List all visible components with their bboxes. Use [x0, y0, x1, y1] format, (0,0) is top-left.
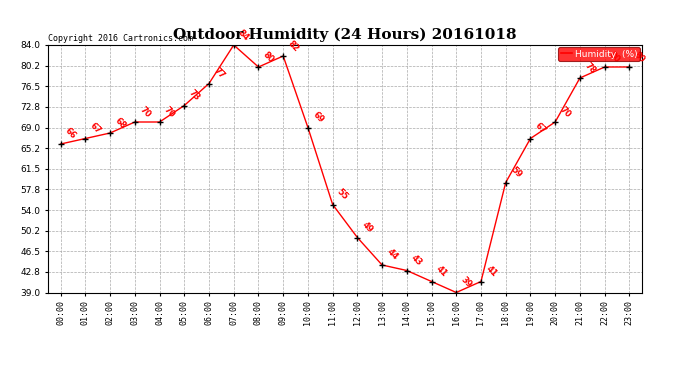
- Text: 43: 43: [410, 253, 424, 268]
- Text: 80: 80: [607, 50, 622, 64]
- Text: 77: 77: [212, 66, 226, 81]
- Text: 67: 67: [88, 121, 103, 136]
- Text: 49: 49: [360, 220, 375, 235]
- Legend: Humidity  (%): Humidity (%): [558, 47, 640, 61]
- Text: 44: 44: [385, 248, 400, 262]
- Title: Outdoor Humidity (24 Hours) 20161018: Outdoor Humidity (24 Hours) 20161018: [173, 28, 517, 42]
- Text: 59: 59: [509, 165, 523, 180]
- Text: 68: 68: [113, 116, 128, 130]
- Text: 55: 55: [335, 187, 350, 202]
- Text: Copyright 2016 Cartronics.com: Copyright 2016 Cartronics.com: [48, 33, 193, 42]
- Text: 80: 80: [262, 50, 276, 64]
- Text: 73: 73: [187, 88, 201, 103]
- Text: 39: 39: [459, 275, 473, 290]
- Text: 80: 80: [632, 50, 647, 64]
- Text: 82: 82: [286, 39, 301, 53]
- Text: 41: 41: [434, 264, 449, 279]
- Text: 70: 70: [162, 105, 177, 119]
- Text: 70: 70: [558, 105, 573, 119]
- Text: 67: 67: [533, 121, 548, 136]
- Text: 84: 84: [237, 28, 251, 42]
- Text: 66: 66: [63, 126, 78, 141]
- Text: 70: 70: [137, 105, 152, 119]
- Text: 41: 41: [484, 264, 498, 279]
- Text: 78: 78: [582, 61, 597, 75]
- Text: 69: 69: [310, 110, 325, 125]
